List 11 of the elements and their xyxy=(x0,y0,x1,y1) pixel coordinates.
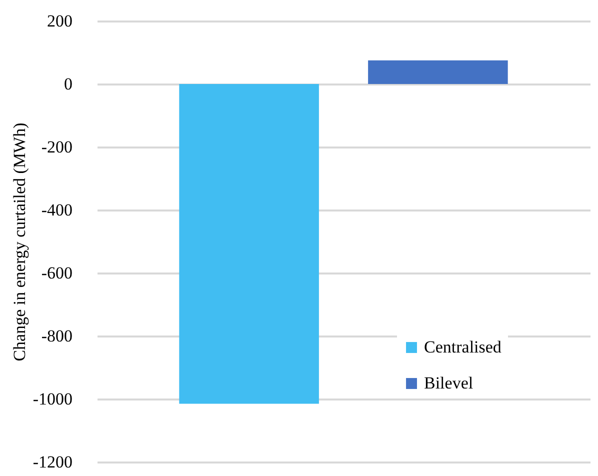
y-tick-label: -800 xyxy=(41,326,72,346)
y-tick-label: -400 xyxy=(41,200,72,220)
y-tick-label: 0 xyxy=(64,74,72,94)
y-tick-label: -1200 xyxy=(32,452,72,472)
y-tick-label: -200 xyxy=(41,138,72,156)
legend-label: Bilevel xyxy=(424,374,474,392)
y-axis-title: Change in energy curtailed (MWh) xyxy=(10,122,29,362)
y-tick-label: -600 xyxy=(41,264,72,282)
legend-label: Centralised xyxy=(424,338,502,356)
y-tick-label: 200 xyxy=(47,12,72,30)
y-tick-label: -1000 xyxy=(32,390,72,408)
